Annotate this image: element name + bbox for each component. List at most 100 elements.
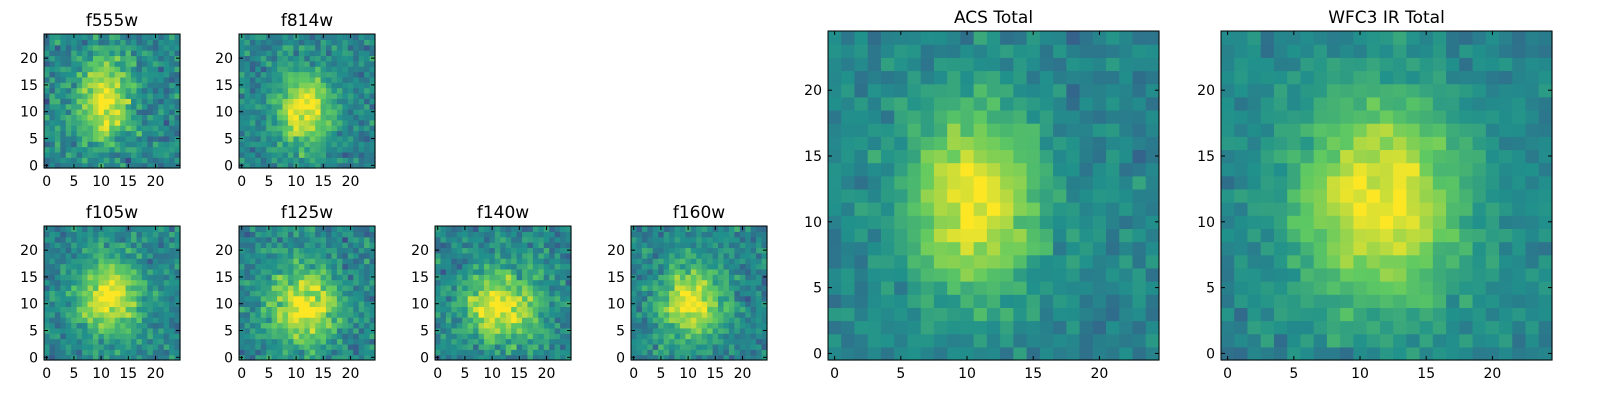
heatmap-cell [169, 135, 176, 142]
heatmap-cell [516, 231, 523, 238]
heatmap-cell [125, 317, 132, 324]
heatmap-cell [636, 301, 643, 307]
heatmap-cell [65, 338, 72, 345]
heatmap-cell [169, 44, 176, 51]
heatmap-cell [71, 327, 78, 334]
heatmap-cell [271, 263, 278, 270]
heatmap-cell [169, 55, 176, 62]
heatmap-cell [71, 311, 78, 318]
heatmap-cell [158, 258, 165, 265]
heatmap-cell [483, 354, 490, 361]
heatmap-cell [49, 157, 56, 164]
heatmap-cells [631, 226, 768, 361]
heatmap-cell [114, 103, 121, 110]
heatmap-cell [1092, 281, 1107, 295]
heatmap-cell [44, 338, 51, 345]
heatmap-cell [1313, 320, 1328, 335]
heatmap-cell [1132, 346, 1147, 361]
heatmap-cell [249, 162, 256, 169]
heatmap-cell [933, 281, 948, 295]
heatmap-cell [293, 349, 300, 356]
heatmap-cell [342, 119, 349, 126]
heatmap-cell [745, 252, 752, 259]
heatmap-cell [244, 60, 251, 67]
heatmap-cell [538, 263, 545, 270]
heatmap-cell [1485, 267, 1500, 282]
heatmap-cell [467, 354, 474, 361]
heatmap-cell [1221, 267, 1235, 282]
heatmap-cell [674, 338, 681, 345]
heatmap-cell [336, 327, 343, 334]
heatmap-cell [894, 162, 909, 177]
heatmap-cell [440, 354, 447, 361]
heatmap-cell [287, 301, 294, 307]
heatmap-cell [960, 57, 975, 72]
heatmap-cell [679, 274, 686, 281]
heatmap-cell [342, 343, 349, 350]
heatmap-cell [1053, 241, 1067, 256]
heatmap-cell [309, 301, 316, 307]
heatmap-cell [456, 333, 463, 340]
heatmap-cell [320, 66, 327, 73]
heatmap-cell [663, 333, 670, 340]
heatmap-cell [451, 263, 458, 270]
heatmap-cell [353, 44, 360, 51]
heatmap-cell [277, 146, 284, 153]
heatmap-cell [98, 109, 105, 115]
heatmap-cell [652, 295, 659, 302]
heatmap-cell [120, 295, 127, 302]
heatmap-cell [1234, 228, 1249, 243]
heatmap-cell [723, 343, 730, 350]
heatmap-cell [707, 242, 714, 249]
heatmap-cell [728, 317, 735, 324]
heatmap-cell [712, 338, 719, 345]
heatmap-cell [701, 236, 708, 243]
heatmap-cell [326, 252, 333, 259]
heatmap-cell [750, 231, 757, 238]
heatmap-cell [663, 301, 670, 307]
heatmap-cell [1053, 202, 1067, 216]
heatmap-cell [169, 263, 176, 270]
heatmap-cell [1013, 294, 1028, 308]
heatmap-cell [1132, 96, 1147, 111]
heatmap-cell [147, 66, 154, 73]
heatmap-cell [169, 34, 176, 40]
heatmap-cell [369, 141, 376, 148]
heatmap-cell [304, 114, 311, 121]
heatmap-cell [315, 50, 322, 57]
heatmap-cell [120, 125, 127, 132]
heatmap-cell [326, 301, 333, 307]
heatmap-cell [500, 274, 507, 281]
x-tick-label: 0 [433, 366, 442, 382]
heatmap-cell [266, 39, 273, 46]
heatmap-cell [636, 247, 643, 254]
heatmap-cell [309, 39, 316, 46]
heatmap-cell [1145, 136, 1160, 151]
heatmap-cell [435, 322, 442, 329]
heatmap-cell [631, 290, 638, 297]
heatmap-cell [494, 333, 501, 340]
heatmap-cell [522, 333, 529, 340]
heatmap-cell [141, 135, 148, 142]
heatmap-cell [315, 87, 322, 94]
heatmap-cell [87, 44, 94, 51]
heatmap-cell [841, 215, 856, 229]
heatmap-cell [109, 333, 116, 340]
heatmap-cell [696, 349, 703, 356]
heatmap-cell [369, 242, 376, 249]
heatmap-cell [103, 279, 110, 286]
heatmap-cell [87, 141, 94, 148]
heatmap-cell [1221, 241, 1235, 256]
heatmap-cell [690, 279, 697, 286]
heatmap-cell [277, 50, 284, 57]
heatmap-cell [163, 44, 170, 51]
heatmap-cell [249, 242, 256, 249]
heatmap-cell [326, 295, 333, 302]
heatmap-cell [636, 236, 643, 243]
heatmap-cell [489, 343, 496, 350]
heatmap-cell [554, 322, 561, 329]
heatmap-cell [158, 66, 165, 73]
heatmap-cell [462, 268, 469, 275]
heatmap-cell [1485, 241, 1500, 256]
heatmap-cell [92, 60, 99, 67]
